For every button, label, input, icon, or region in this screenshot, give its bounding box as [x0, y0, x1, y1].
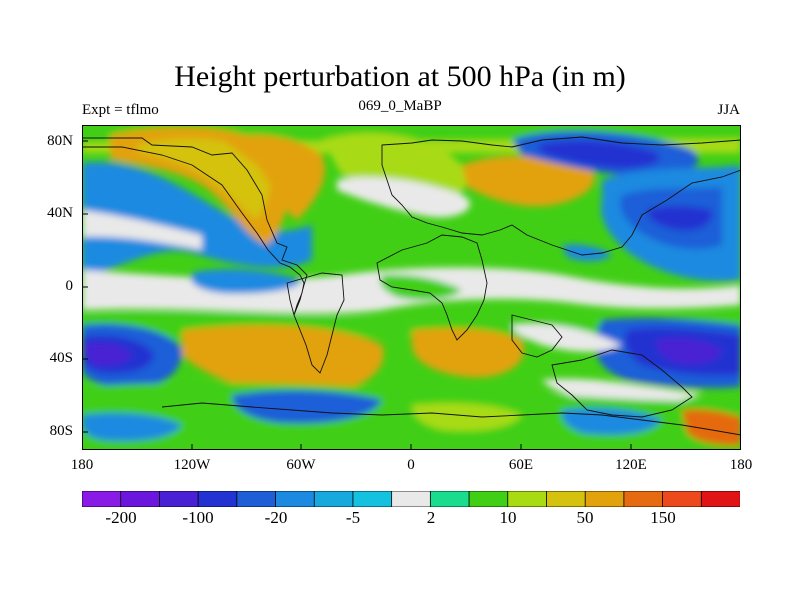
- x-tick-label: 60W: [286, 457, 316, 473]
- experiment-label: Expt = tflmo: [82, 102, 159, 118]
- x-tick-label: 60E: [508, 457, 534, 473]
- colorbar-label: -200: [105, 508, 137, 527]
- colorbar-swatch: [700, 491, 740, 507]
- colorbar-swatch: [662, 491, 703, 507]
- colorbar-label: 150: [650, 508, 676, 527]
- x-tick-label: 180: [70, 457, 94, 473]
- x-tick-label: 180: [729, 457, 753, 473]
- axis-ticks: [82, 140, 632, 450]
- colorbar-swatch: [236, 491, 277, 507]
- colorbar-swatch: [275, 491, 315, 507]
- colorbar-swatch: [391, 491, 432, 507]
- y-tick-label: 40N: [47, 205, 73, 221]
- colorbar-label: -20: [264, 508, 288, 527]
- colorbar-swatch: [429, 491, 470, 507]
- x-tick-label: 120W: [173, 457, 211, 473]
- colorbar-label: 2: [426, 508, 436, 527]
- contour-field: [82, 125, 741, 450]
- colorbar-swatch: [507, 491, 548, 507]
- y-tick-label: 80S: [49, 423, 73, 439]
- colorbar-label: 50: [576, 508, 594, 527]
- height-perturbation-map: [82, 125, 741, 450]
- colorbar-swatch: [584, 491, 625, 507]
- figure-title: Height perturbation at 500 hPa (in m): [174, 60, 626, 93]
- colorbar-swatch: [197, 491, 238, 507]
- x-tick-label: 0: [407, 457, 415, 473]
- colorbar-label: 10: [499, 508, 517, 527]
- case-label: 069_0_MaBP: [358, 98, 442, 114]
- colorbar-label: -5: [345, 508, 361, 527]
- colorbar-swatch: [352, 491, 393, 507]
- x-tick-label: 120E: [615, 457, 647, 473]
- colorbar-swatch: [546, 491, 586, 507]
- y-tick-label: 0: [65, 278, 74, 294]
- colorbar: [82, 491, 740, 507]
- colorbar-swatch: [120, 491, 161, 507]
- y-tick-label: 40S: [49, 350, 73, 366]
- season-label: JJA: [717, 102, 740, 118]
- colorbar-swatch: [623, 491, 664, 507]
- colorbar-swatch: [159, 491, 199, 507]
- colorbar-swatch: [468, 491, 509, 507]
- colorbar-swatch: [313, 491, 354, 507]
- y-tick-label: 80N: [47, 133, 73, 149]
- colorbar-swatch: [82, 491, 122, 507]
- colorbar-label: -100: [182, 508, 214, 527]
